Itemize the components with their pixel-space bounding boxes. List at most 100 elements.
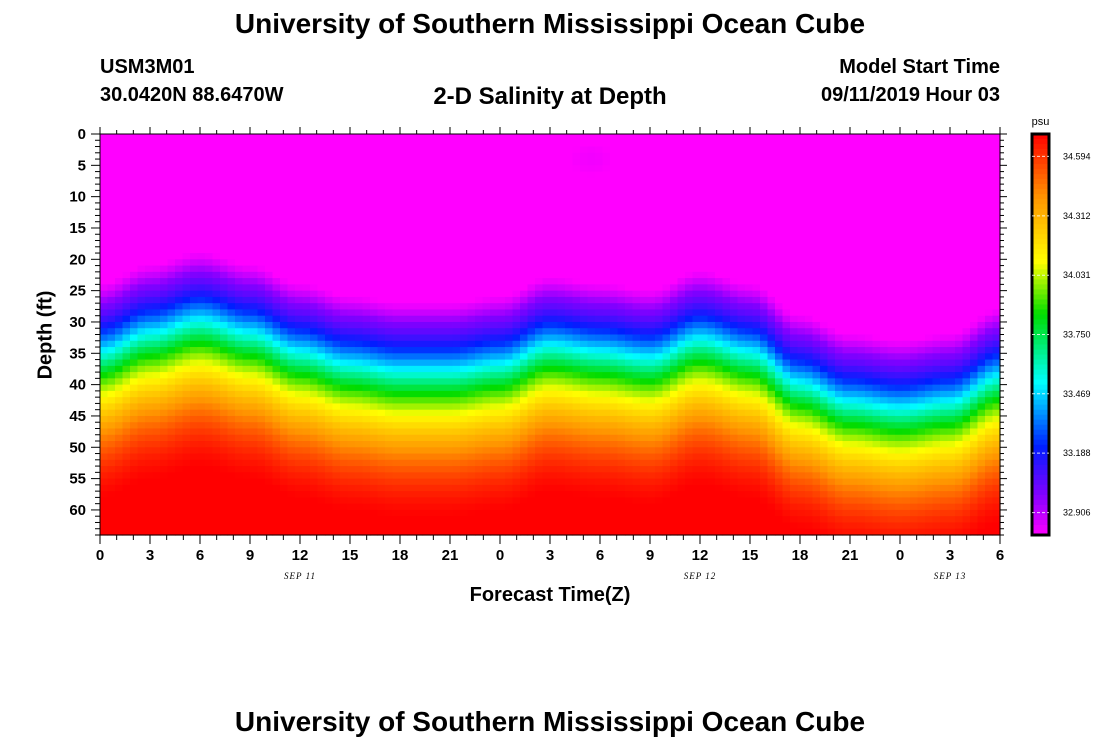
heatmap-cell bbox=[295, 390, 304, 398]
heatmap-cell bbox=[662, 159, 671, 166]
heatmap-cell bbox=[280, 253, 289, 260]
heatmap-cell bbox=[422, 271, 431, 279]
heatmap-cell bbox=[377, 390, 386, 398]
heatmap-cell bbox=[610, 259, 619, 267]
heatmap-cell bbox=[392, 390, 401, 398]
heatmap-cell bbox=[422, 146, 431, 154]
heatmap-cell bbox=[512, 215, 521, 223]
heatmap-cell bbox=[257, 447, 266, 455]
heatmap-cell bbox=[310, 359, 319, 367]
heatmap-cell bbox=[122, 315, 131, 323]
heatmap-cell bbox=[587, 441, 596, 448]
heatmap-cell bbox=[130, 140, 139, 148]
heatmap-cell bbox=[295, 234, 304, 242]
heatmap-cell bbox=[490, 190, 499, 198]
heatmap-cell bbox=[287, 146, 296, 154]
heatmap-cell bbox=[655, 441, 664, 448]
heatmap-cell bbox=[677, 196, 686, 204]
heatmap-cell bbox=[137, 215, 146, 223]
heatmap-cell bbox=[647, 284, 656, 292]
heatmap-cell bbox=[475, 309, 484, 317]
heatmap-cell bbox=[122, 466, 131, 473]
heatmap-cell bbox=[407, 177, 416, 185]
heatmap-cell bbox=[400, 390, 409, 398]
heatmap-cell bbox=[647, 259, 656, 267]
heatmap-cell bbox=[257, 359, 266, 367]
heatmap-cell bbox=[610, 152, 619, 160]
heatmap-cell bbox=[610, 171, 619, 179]
heatmap-cell bbox=[272, 140, 281, 148]
heatmap-cell bbox=[265, 447, 274, 455]
heatmap-cell bbox=[295, 384, 304, 392]
heatmap-cell bbox=[647, 265, 656, 273]
heatmap-cell bbox=[295, 403, 304, 411]
heatmap-cell bbox=[430, 196, 439, 204]
heatmap-cell bbox=[160, 221, 169, 229]
heatmap-cell bbox=[242, 309, 251, 317]
heatmap-cell bbox=[340, 146, 349, 154]
heatmap-cell bbox=[362, 347, 371, 354]
heatmap-cell bbox=[647, 246, 656, 254]
heatmap-cell bbox=[490, 309, 499, 317]
heatmap-cell bbox=[137, 447, 146, 455]
heatmap-cell bbox=[302, 415, 311, 423]
heatmap-cell bbox=[272, 315, 281, 323]
heatmap-cell bbox=[377, 522, 386, 530]
heatmap-cell bbox=[257, 303, 266, 311]
heatmap-cell bbox=[640, 390, 649, 398]
heatmap-cell bbox=[460, 522, 469, 530]
heatmap-cell bbox=[512, 491, 521, 499]
heatmap-cell bbox=[197, 328, 206, 336]
heatmap-cell bbox=[625, 422, 634, 430]
heatmap-cell bbox=[212, 409, 221, 417]
heatmap-cell bbox=[287, 202, 296, 210]
heatmap-cell bbox=[467, 422, 476, 430]
heatmap-cell bbox=[587, 240, 596, 248]
heatmap-cell bbox=[137, 221, 146, 229]
heatmap-cell bbox=[572, 359, 581, 367]
heatmap-cell bbox=[460, 190, 469, 198]
heatmap-cell bbox=[400, 159, 409, 166]
heatmap-cell bbox=[512, 265, 521, 273]
heatmap-cell bbox=[557, 528, 566, 536]
heatmap-cell bbox=[272, 378, 281, 386]
heatmap-cell bbox=[145, 296, 154, 304]
heatmap-cell bbox=[677, 347, 686, 354]
heatmap-cell bbox=[415, 378, 424, 386]
heatmap-cell bbox=[520, 284, 529, 292]
heatmap-cell bbox=[137, 159, 146, 166]
heatmap-cell bbox=[475, 296, 484, 304]
heatmap-cell bbox=[602, 359, 611, 367]
heatmap-cell bbox=[430, 240, 439, 248]
heatmap-cell bbox=[482, 259, 491, 267]
heatmap-cell bbox=[670, 265, 679, 273]
heatmap-cell bbox=[407, 315, 416, 323]
heatmap-cell bbox=[265, 159, 274, 166]
heatmap-cell bbox=[475, 134, 484, 141]
heatmap-cell bbox=[152, 271, 161, 279]
heatmap-cell bbox=[460, 259, 469, 267]
heatmap-cell bbox=[422, 503, 431, 511]
heatmap-cell bbox=[445, 459, 454, 467]
heatmap-cell bbox=[587, 390, 596, 398]
heatmap-cell bbox=[347, 378, 356, 386]
heatmap-cell bbox=[475, 359, 484, 367]
heatmap-cell bbox=[460, 177, 469, 185]
heatmap-cell bbox=[482, 221, 491, 229]
heatmap-cell bbox=[212, 340, 221, 348]
heatmap-cell bbox=[422, 428, 431, 436]
heatmap-cell bbox=[197, 309, 206, 317]
heatmap-cell bbox=[625, 372, 634, 379]
heatmap-cell bbox=[272, 503, 281, 511]
heatmap-cell bbox=[220, 177, 229, 185]
heatmap-cell bbox=[145, 472, 154, 480]
heatmap-cell bbox=[520, 466, 529, 473]
heatmap-cell bbox=[385, 459, 394, 467]
heatmap-cell bbox=[587, 303, 596, 311]
heatmap-cell bbox=[160, 378, 169, 386]
heatmap-cell bbox=[632, 278, 641, 285]
heatmap-cell bbox=[212, 177, 221, 185]
heatmap-cell bbox=[587, 290, 596, 298]
heatmap-cell bbox=[512, 422, 521, 430]
plot-title: 2-D Salinity at Depth bbox=[433, 83, 667, 110]
